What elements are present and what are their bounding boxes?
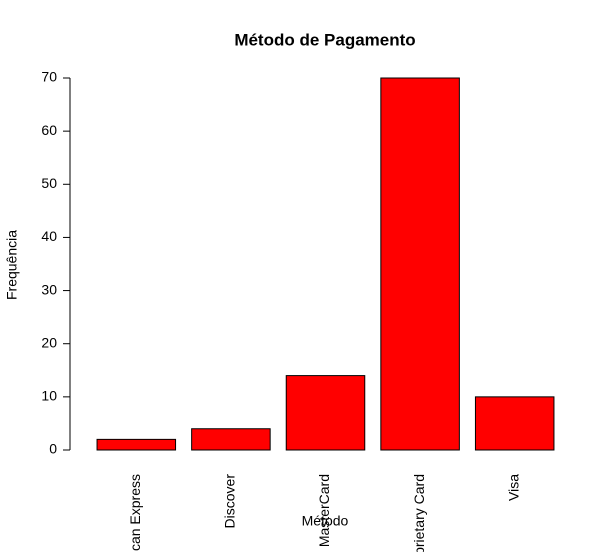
y-tick-label: 10	[41, 388, 57, 404]
y-tick-label: 0	[49, 441, 57, 457]
x-tick-label: MasterCard	[316, 474, 332, 547]
x-tick-label: Visa	[505, 474, 521, 501]
bar	[474, 396, 555, 451]
y-tick-label: 70	[41, 69, 57, 85]
y-tick-label: 60	[41, 122, 57, 138]
x-tick-label: Proprietary Card	[411, 474, 427, 552]
bar	[285, 375, 366, 451]
y-axis-label: Frequência	[4, 230, 20, 300]
y-tick-label: 20	[41, 334, 57, 350]
chart-title: Método de Pagamento	[234, 30, 415, 49]
bar	[191, 428, 271, 451]
bar	[380, 77, 460, 451]
x-axis-label: Método	[302, 513, 349, 529]
x-tick-label: Discover	[222, 474, 238, 529]
bar	[96, 438, 177, 451]
y-tick-label: 30	[41, 281, 57, 297]
y-tick-label: 50	[41, 175, 57, 191]
y-tick-label: 40	[41, 228, 57, 244]
x-tick-label: American Express	[127, 474, 143, 552]
